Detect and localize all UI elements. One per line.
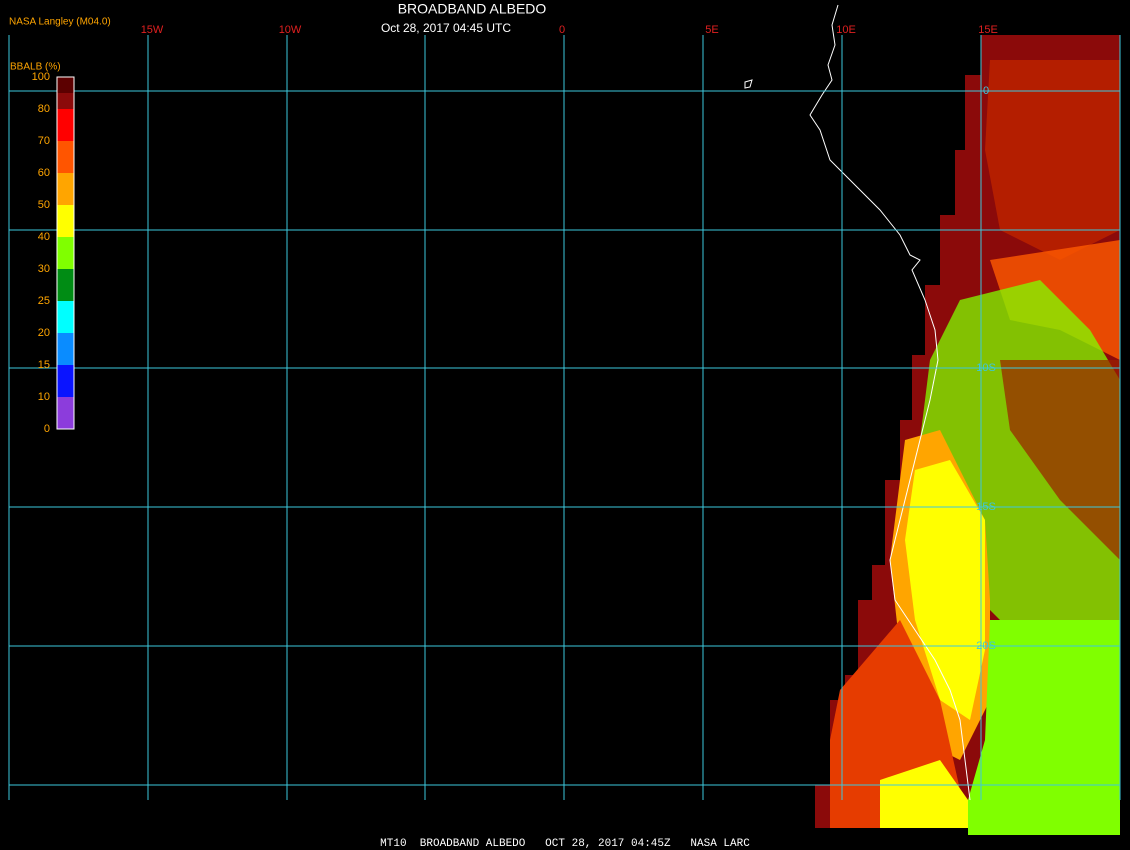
latitude-label: 0 xyxy=(983,85,989,97)
footer: MT10 BROADBAND ALBEDO OCT 28, 2017 04:45… xyxy=(380,838,750,850)
longitude-label: 15E xyxy=(978,24,998,36)
legend-frame xyxy=(56,76,75,430)
legend-tick-label: 20 xyxy=(38,327,50,339)
credit: NASA Langley (M04.0) xyxy=(9,17,111,28)
legend-swatch xyxy=(57,173,74,205)
legend-tick-label: 15 xyxy=(38,359,50,371)
legend-swatch xyxy=(57,333,74,365)
legend-tick-label: 50 xyxy=(38,199,50,211)
subtitle: Oct 28, 2017 04:45 UTC xyxy=(381,21,511,35)
latitude-label: 10S xyxy=(976,362,996,374)
legend-tick-label: 10 xyxy=(38,391,50,403)
legend-swatch xyxy=(57,397,74,429)
albedo-field xyxy=(815,35,1120,835)
latitude-label: 15S xyxy=(976,501,996,513)
legend-swatch xyxy=(57,77,74,93)
legend-swatch xyxy=(57,301,74,333)
longitude-label: 5E xyxy=(705,24,718,36)
legend-tick-label: 40 xyxy=(38,231,50,243)
land-dark-patch xyxy=(1000,360,1120,560)
legend-tick-label: 80 xyxy=(38,103,50,115)
legend-swatch xyxy=(57,109,74,141)
title: BROADBAND ALBEDO xyxy=(398,1,547,17)
legend-swatch xyxy=(57,93,74,109)
legend-tick-label: 70 xyxy=(38,135,50,147)
legend-swatch xyxy=(57,141,74,173)
land-green-south xyxy=(968,620,1120,835)
longitude-label: 15W xyxy=(141,24,164,36)
legend-tick-label: 30 xyxy=(38,263,50,275)
longitude-label: 0 xyxy=(559,24,565,36)
land-red xyxy=(985,60,1120,260)
longitude-label: 10E xyxy=(836,24,856,36)
coastline xyxy=(809,4,971,801)
land-yellow xyxy=(905,460,985,720)
legend-title: BBALB (%) xyxy=(10,62,61,73)
latitude-label: 20S xyxy=(976,640,996,652)
legend-tick-label: 100 xyxy=(32,71,50,83)
ocean-cloud-bright xyxy=(880,760,968,828)
legend-swatch xyxy=(57,365,74,397)
graticule: 15W 10W 0 5E 10E 15E 0 10S 15S 20S xyxy=(8,24,1121,800)
longitude-label: 10W xyxy=(279,24,302,36)
legend-tick-label: 60 xyxy=(38,167,50,179)
legend-swatch xyxy=(57,205,74,237)
legend-swatch xyxy=(57,237,74,269)
legend-tick-label: 25 xyxy=(38,295,50,307)
legend-tick-label: 0 xyxy=(44,423,50,435)
legend-swatch xyxy=(57,269,74,301)
island xyxy=(744,79,753,89)
